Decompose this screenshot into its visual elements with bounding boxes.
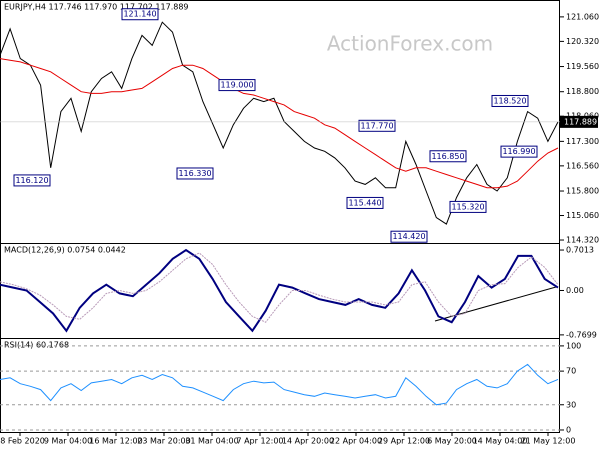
price-label: 118.520 — [493, 96, 526, 105]
price-label-box — [449, 200, 487, 213]
series-line — [0, 248, 559, 333]
x-tick-label: 22 Apr 04:00 — [330, 437, 382, 446]
y-tick-label: 0.00 — [566, 286, 584, 295]
price-label-box — [358, 119, 396, 132]
y-tick-label: 114.320 — [566, 236, 599, 245]
x-tick-label: 14 May 04:00 — [473, 437, 528, 446]
rsi-title: RSI(14) 60.1768 — [4, 341, 69, 350]
price-label-box — [429, 150, 467, 163]
price-label: 119.000 — [220, 81, 253, 90]
frame — [0, 0, 560, 433]
series-line — [0, 252, 559, 323]
y-tick-label: 0 — [566, 425, 571, 434]
price-label-box — [390, 230, 428, 243]
y-tick-label: 115.060 — [566, 211, 599, 220]
x-tick-label: 31 Mar 04:00 — [185, 437, 238, 446]
watermark: ActionForex.com — [327, 32, 493, 56]
current-price-box — [560, 115, 598, 128]
price-label-box — [491, 94, 529, 107]
price-label: 117.770 — [360, 121, 393, 130]
x-tick-label: 23 Mar 20:00 — [137, 437, 190, 446]
price-label: 116.330 — [178, 169, 211, 178]
price-label: 116.850 — [431, 152, 464, 161]
y-tick-label: 117.300 — [566, 137, 599, 146]
price-label-box — [13, 174, 51, 187]
y-tick-label: 100 — [566, 341, 581, 350]
price-label-box — [346, 196, 384, 209]
y-tick-label: -0.7699 — [566, 330, 597, 339]
series-line — [0, 58, 559, 189]
x-tick-label: 21 May 12:00 — [521, 437, 576, 446]
price-label: 114.420 — [392, 232, 425, 241]
x-tick-label: 28 Feb 2020 — [0, 437, 45, 446]
price-label-box — [218, 79, 256, 92]
x-tick-label: 14 Apr 20:00 — [282, 437, 334, 446]
y-tick-label: 119.560 — [566, 62, 599, 71]
price-label: 115.320 — [451, 202, 484, 211]
y-tick-label: 116.560 — [566, 161, 599, 170]
chart-title: EURJPY,H4 117.746 117.970 117.702 117.88… — [4, 3, 189, 12]
price-label: 121.140 — [123, 10, 156, 19]
y-tick-label: 120.320 — [566, 37, 599, 46]
price-label: 116.990 — [502, 147, 535, 156]
price-label-box — [121, 8, 159, 21]
y-tick-label: 0.7013 — [566, 246, 594, 255]
y-tick-label: 70 — [566, 367, 576, 376]
series-line — [0, 21, 559, 225]
x-tick-label: 16 Mar 12:00 — [89, 437, 142, 446]
series-line — [0, 363, 559, 406]
price-label-box — [176, 167, 214, 180]
price-label: 115.440 — [348, 198, 381, 207]
x-tick-label: 6 May 20:00 — [427, 437, 477, 446]
macd-title: MACD(12,26,9) 0.0754 0.0442 — [4, 246, 126, 255]
y-tick-label: 121.060 — [566, 12, 599, 21]
y-tick-label: 30 — [566, 400, 576, 409]
x-tick-label: 7 Apr 12:00 — [236, 437, 283, 446]
y-tick-label: 118.800 — [566, 87, 599, 96]
x-tick-label: 9 Mar 04:00 — [44, 437, 92, 446]
price-label: 116.120 — [15, 176, 48, 185]
x-tick-label: 29 Apr 12:00 — [378, 437, 430, 446]
y-tick-label: 115.800 — [566, 187, 599, 196]
price-label-box — [500, 145, 538, 158]
current-price: 117.889 — [564, 117, 597, 126]
